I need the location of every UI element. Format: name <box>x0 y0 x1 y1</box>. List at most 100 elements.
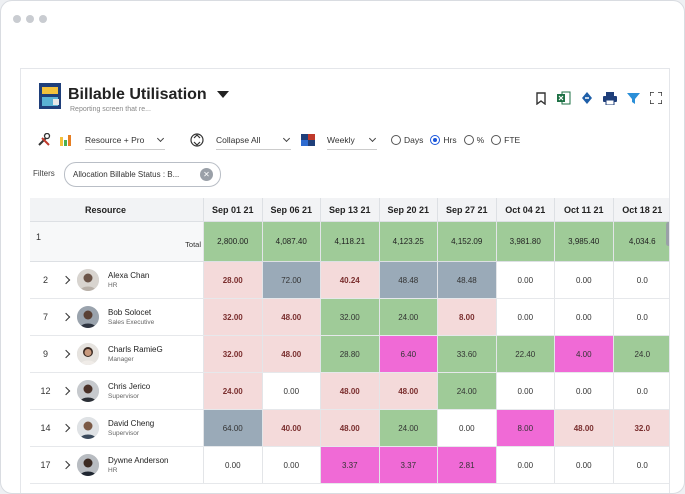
filter-icon[interactable] <box>626 91 640 105</box>
hours-cell[interactable]: 0.00 <box>261 373 320 409</box>
units-radio-percent[interactable]: % <box>463 135 484 145</box>
tools-icon[interactable] <box>37 129 51 151</box>
table-row[interactable]: 2 Alexa Chan HR 28.00 72.00 40.24 48.48 4… <box>30 262 669 299</box>
column-header[interactable]: Oct 04 21 <box>495 198 555 221</box>
hours-cell[interactable]: 48.00 <box>261 336 320 372</box>
hours-cell[interactable]: 4.00 <box>554 336 613 372</box>
close-icon[interactable]: ✕ <box>200 168 213 181</box>
hours-cell[interactable]: 0.00 <box>203 447 262 483</box>
hours-cell[interactable]: 2.81 <box>437 447 496 483</box>
chevron-right-icon[interactable] <box>61 275 71 285</box>
hours-cell[interactable]: 64.00 <box>203 410 262 446</box>
hours-cell[interactable]: 6.40 <box>378 336 437 372</box>
hours-cell[interactable]: 48.48 <box>437 262 496 298</box>
radio-percent[interactable] <box>463 135 474 145</box>
collapse-select[interactable]: Collapse All <box>216 129 291 151</box>
collapse-icon[interactable] <box>190 129 204 151</box>
hours-cell[interactable]: 40.24 <box>320 262 379 298</box>
total-cell[interactable]: 4,118.21 <box>320 222 379 261</box>
chevron-right-icon[interactable] <box>61 312 71 322</box>
hours-cell[interactable]: 48.48 <box>378 262 437 298</box>
hours-cell[interactable]: 0.0 <box>612 299 669 335</box>
filter-chip[interactable]: Allocation Billable Status : B... ✕ <box>64 162 221 187</box>
window-dot[interactable] <box>39 15 47 23</box>
hours-cell[interactable]: 0.00 <box>261 447 320 483</box>
column-header[interactable]: Sep 20 21 <box>378 198 438 221</box>
radio-days[interactable] <box>391 135 401 145</box>
hours-cell[interactable]: 0.00 <box>554 373 613 409</box>
print-icon[interactable] <box>603 91 617 105</box>
column-header[interactable]: Sep 06 21 <box>261 198 321 221</box>
hours-cell[interactable]: 0.00 <box>495 262 554 298</box>
group-by-select[interactable]: Resource + Pro <box>85 129 165 151</box>
units-radio-days[interactable]: Days <box>391 135 423 145</box>
bookmark-icon[interactable] <box>534 91 548 105</box>
chevron-right-icon[interactable] <box>61 386 71 396</box>
title-dropdown-icon[interactable] <box>217 91 229 98</box>
hours-cell[interactable]: 0.0 <box>612 447 669 483</box>
hours-cell[interactable]: 48.00 <box>320 410 379 446</box>
total-cell[interactable]: 4,152.09 <box>437 222 496 261</box>
chevron-right-icon[interactable] <box>61 349 71 359</box>
hours-cell[interactable]: 33.60 <box>437 336 496 372</box>
hours-cell[interactable]: 32.00 <box>203 299 262 335</box>
hours-cell[interactable]: 0.0 <box>612 373 669 409</box>
hours-cell[interactable]: 24.00 <box>437 373 496 409</box>
hours-cell[interactable]: 48.00 <box>554 410 613 446</box>
total-cell[interactable]: 4,087.40 <box>261 222 320 261</box>
chevron-right-icon[interactable] <box>61 460 71 470</box>
chevron-right-icon[interactable] <box>61 423 71 433</box>
resource-header-cell[interactable]: Resource <box>30 198 203 221</box>
hours-cell[interactable]: 0.00 <box>554 299 613 335</box>
table-row[interactable]: 17 Dywne Anderson HR 0.00 0.00 3.37 3.37 … <box>30 447 669 484</box>
hours-cell[interactable]: 40.00 <box>261 410 320 446</box>
hours-cell[interactable]: 24.00 <box>203 373 262 409</box>
hours-cell[interactable]: 0.00 <box>495 373 554 409</box>
total-cell[interactable]: 4,123.25 <box>378 222 437 261</box>
period-select[interactable]: Weekly <box>327 129 377 151</box>
hours-cell[interactable]: 48.00 <box>378 373 437 409</box>
hours-cell[interactable]: 24.00 <box>378 410 437 446</box>
hours-cell[interactable]: 28.00 <box>203 262 262 298</box>
radio-hrs[interactable] <box>430 135 441 145</box>
units-radio-fte[interactable]: FTE <box>491 135 520 145</box>
column-header[interactable]: Sep 01 21 <box>203 198 262 221</box>
hours-cell[interactable]: 0.00 <box>554 447 613 483</box>
hours-cell[interactable]: 48.00 <box>320 373 379 409</box>
hours-cell[interactable]: 3.37 <box>378 447 437 483</box>
bar-chart-icon[interactable] <box>60 129 72 151</box>
hours-cell[interactable]: 8.00 <box>437 299 496 335</box>
table-row[interactable]: 12 Chris Jerico Supervisor 24.00 0.00 48.… <box>30 373 669 410</box>
units-radio-hrs[interactable]: Hrs <box>430 135 457 145</box>
table-row[interactable]: 14 David Cheng Supervisor 64.00 40.00 48.… <box>30 410 669 447</box>
window-dot[interactable] <box>13 15 21 23</box>
column-header[interactable]: Sep 27 21 <box>437 198 496 221</box>
total-cell[interactable]: 3,985.40 <box>554 222 613 261</box>
hours-cell[interactable]: 48.00 <box>261 299 320 335</box>
refresh-icon[interactable] <box>580 91 594 105</box>
hours-cell[interactable]: 24.00 <box>378 299 437 335</box>
vertical-scrollbar[interactable] <box>666 222 669 246</box>
total-cell[interactable]: 2,800.00 <box>203 222 262 261</box>
hours-cell[interactable]: 8.00 <box>495 410 554 446</box>
total-cell[interactable]: 3,981.80 <box>495 222 554 261</box>
calendar-icon[interactable] <box>301 129 315 151</box>
hours-cell[interactable]: 0.0 <box>612 262 669 298</box>
total-cell[interactable]: 4,034.6 <box>612 222 669 261</box>
hours-cell[interactable]: 0.00 <box>495 299 554 335</box>
column-header[interactable]: Sep 13 21 <box>320 198 379 221</box>
hours-cell[interactable]: 3.37 <box>320 447 379 483</box>
fullscreen-icon[interactable] <box>649 91 663 105</box>
hours-cell[interactable]: 24.0 <box>612 336 669 372</box>
column-header[interactable]: Oct 18 21 <box>612 198 670 221</box>
hours-cell[interactable]: 28.80 <box>320 336 379 372</box>
table-row[interactable]: 7 Bob Solocet Sales Executive 32.00 48.00… <box>30 299 669 336</box>
hours-cell[interactable]: 0.00 <box>554 262 613 298</box>
hours-cell[interactable]: 72.00 <box>261 262 320 298</box>
hours-cell[interactable]: 32.00 <box>203 336 262 372</box>
hours-cell[interactable]: 32.00 <box>320 299 379 335</box>
hours-cell[interactable]: 22.40 <box>495 336 554 372</box>
radio-fte[interactable] <box>491 135 502 145</box>
hours-cell[interactable]: 0.00 <box>495 447 554 483</box>
table-row[interactable]: 9 Charls RamieG Manager 32.00 48.00 28.80… <box>30 336 669 373</box>
